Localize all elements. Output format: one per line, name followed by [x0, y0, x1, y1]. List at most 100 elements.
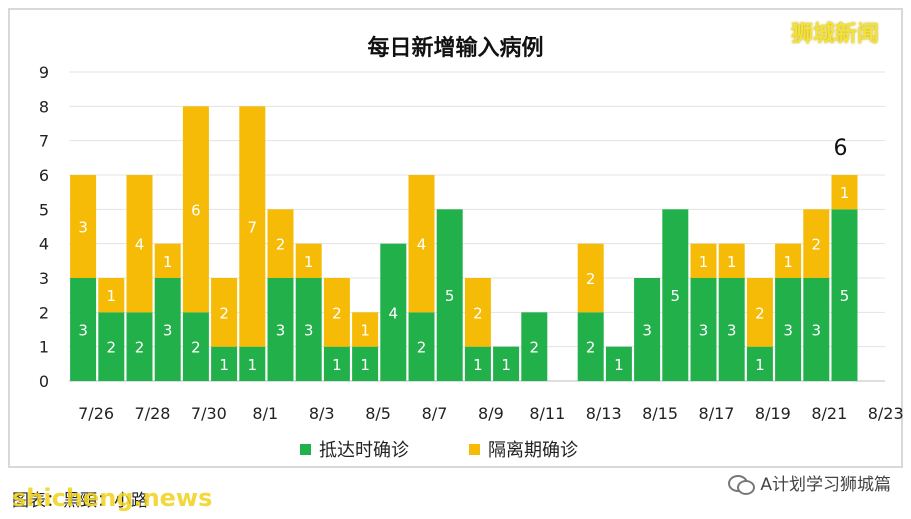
bar-label-arrival: 3: [727, 322, 737, 340]
bar-quarantine: [295, 243, 322, 278]
bar-label-quarantine: 3: [78, 219, 88, 237]
bar-label-arrival: 1: [614, 356, 624, 374]
bar-quarantine: [267, 209, 294, 278]
bar-arrival: [323, 346, 350, 381]
bar-label-arrival: 2: [417, 339, 427, 357]
bar-label-arrival: 1: [360, 356, 370, 374]
bar-arrival: [718, 278, 745, 381]
bar-label-arrival: 2: [530, 339, 540, 357]
bar-label-arrival: 3: [304, 322, 314, 340]
bar-label-quarantine: 1: [699, 253, 709, 271]
bar-quarantine: [775, 243, 802, 278]
bar-label-quarantine: 1: [304, 253, 314, 271]
bar-label-quarantine: 1: [163, 253, 173, 271]
x-tick-label: 7/26: [78, 404, 114, 423]
legend-swatch-arrival: [300, 443, 311, 455]
x-tick-label: 8/11: [529, 404, 565, 423]
bar-arrival: [154, 278, 181, 381]
bar-arrival: [239, 346, 266, 381]
bar-label-arrival: 1: [219, 356, 229, 374]
y-tick-label: 4: [39, 235, 49, 254]
x-tick-label: 8/3: [309, 404, 335, 423]
bar-arrival: [352, 346, 379, 381]
bar-arrival: [436, 209, 463, 381]
legend-swatch-quarantine: [469, 443, 480, 455]
x-tick-label: 8/23: [868, 404, 904, 423]
bar-label-arrival: 3: [642, 322, 652, 340]
y-tick-label: 5: [39, 200, 49, 219]
x-tick-label: 8/7: [422, 404, 448, 423]
bar-arrival: [605, 346, 632, 381]
bar-quarantine: [211, 278, 238, 347]
footer-caption: 图表：黑頸：小路: [12, 491, 148, 511]
bar-arrival: [803, 278, 830, 381]
bar-label-arrival: 1: [755, 356, 765, 374]
x-tick-label: 8/1: [252, 404, 278, 423]
account-name: A计划学习狮城篇: [760, 475, 891, 495]
bar-arrival: [70, 278, 97, 381]
x-tick-label: 8/19: [755, 404, 791, 423]
bar-arrival: [577, 312, 604, 381]
bar-arrival: [831, 209, 858, 381]
bar-arrival: [408, 312, 435, 381]
y-tick-label: 2: [39, 303, 49, 322]
bar-arrival: [493, 346, 520, 381]
bar-label-arrival: 2: [586, 339, 596, 357]
bar-label-arrival: 3: [163, 322, 173, 340]
bar-arrival: [775, 278, 802, 381]
bar-label-quarantine: 2: [586, 270, 596, 288]
bar-arrival: [98, 312, 125, 381]
bar-label-arrival: 1: [248, 356, 258, 374]
x-tick-label: 8/21: [811, 404, 847, 423]
bar-quarantine: [239, 106, 266, 347]
bar-quarantine: [126, 175, 153, 313]
bar-label-quarantine: 7: [248, 219, 258, 237]
bar-arrival: [126, 312, 153, 381]
chart-legend: 抵达时确诊 隔离期确诊: [300, 436, 578, 462]
x-tick-label: 8/5: [365, 404, 391, 423]
bar-arrival: [380, 243, 407, 381]
bar-label-arrival: 3: [699, 322, 709, 340]
total-annotation: 6: [834, 136, 848, 161]
wechat-icon: [728, 473, 756, 495]
bar-arrival: [182, 312, 209, 381]
bar-label-arrival: 3: [812, 322, 822, 340]
bar-arrival: [211, 346, 238, 381]
y-tick-label: 3: [39, 269, 49, 288]
bar-label-arrival: 2: [107, 339, 117, 357]
bar-label-quarantine: 2: [755, 304, 765, 322]
bar-label-arrival: 5: [840, 287, 850, 305]
bar-quarantine: [464, 278, 491, 347]
bar-label-quarantine: 4: [135, 236, 145, 254]
bar-label-quarantine: 2: [219, 304, 229, 322]
bar-label-arrival: 1: [473, 356, 483, 374]
bar-label-arrival: 1: [332, 356, 342, 374]
x-tick-label: 8/13: [586, 404, 622, 423]
y-tick-label: 7: [39, 132, 49, 151]
x-tick-label: 8/15: [642, 404, 678, 423]
legend-label-arrival: 抵达时确诊: [319, 440, 409, 461]
bar-label-quarantine: 2: [276, 236, 286, 254]
bar-label-arrival: 1: [501, 356, 511, 374]
chart-title: 每日新增输入病例: [367, 36, 544, 61]
bar-arrival: [464, 346, 491, 381]
bar-label-quarantine: 1: [783, 253, 793, 271]
legend-item-arrival: 抵达时确诊: [300, 436, 409, 462]
bar-arrival: [295, 278, 322, 381]
x-tick-label: 7/28: [135, 404, 171, 423]
bar-label-quarantine: 2: [473, 304, 483, 322]
bar-quarantine: [408, 175, 435, 313]
x-tick-label: 8/9: [478, 404, 504, 423]
bar-label-quarantine: 4: [417, 236, 427, 254]
bar-quarantine: [690, 243, 717, 278]
bar-quarantine: [154, 243, 181, 278]
bar-arrival: [634, 278, 661, 381]
bar-label-arrival: 3: [783, 322, 793, 340]
brand-logo: 狮城新闻: [791, 22, 880, 47]
bar-label-arrival: 3: [78, 322, 88, 340]
y-tick-label: 1: [39, 338, 49, 357]
bar-quarantine: [98, 278, 125, 313]
bar-label-arrival: 5: [671, 287, 681, 305]
y-tick-label: 9: [39, 63, 49, 82]
